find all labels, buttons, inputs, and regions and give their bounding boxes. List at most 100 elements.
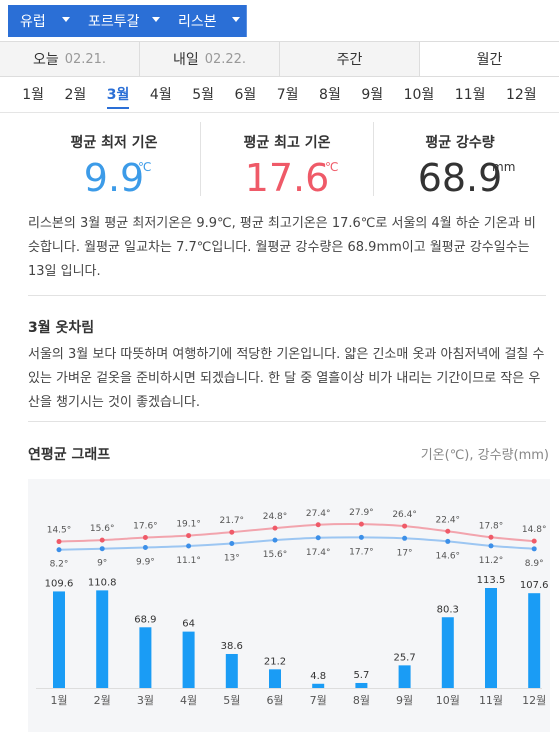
min-temp-label: 17.4° [306, 548, 331, 558]
max-temp-label: 22.4° [436, 515, 461, 525]
tab-weekly[interactable]: 주간 [280, 42, 420, 76]
month-tab-9[interactable]: 9월 [361, 86, 384, 103]
x-tick-label: 11월 [479, 694, 503, 707]
month-tab-4[interactable]: 4월 [149, 86, 172, 103]
month-tab-5[interactable]: 5월 [192, 86, 214, 103]
stat-label: 평균 강수량 [425, 135, 495, 151]
month-tab-6[interactable]: 6월 [234, 86, 257, 103]
graph-title: 연평균 그래프 [28, 447, 111, 463]
max-temp-point [229, 529, 235, 535]
min-temp-point [315, 535, 321, 541]
min-temp-point [56, 547, 62, 553]
month-tab-11[interactable]: 11월 [454, 86, 486, 103]
min-temp-point [402, 535, 408, 541]
precip-label: 68.9 [134, 614, 156, 625]
max-temp-label: 19.1° [176, 520, 201, 530]
precip-label: 21.2 [264, 656, 286, 667]
tab-label: 주간 [336, 52, 363, 68]
precip-bar [312, 683, 325, 688]
precip-label: 4.8 [310, 671, 326, 682]
precip-bar [225, 653, 238, 688]
max-temp-point [56, 539, 62, 545]
month-tab-12[interactable]: 12월 [505, 86, 537, 103]
tab-label: 월간 [476, 52, 503, 68]
precip-label: 80.3 [437, 604, 459, 615]
min-temp-point [531, 546, 537, 552]
x-tick-label: 6월 [266, 694, 283, 707]
precip-label: 113.5 [477, 575, 506, 586]
breadcrumb: 유럽 포르투갈 리스본 [0, 0, 559, 41]
min-temp-point [272, 537, 278, 543]
stat-avg-min-temp: 평균 최저 기온 9.9 ℃ [28, 122, 201, 200]
tab-date: 02.22. [204, 51, 247, 67]
min-temp-label: 11.2° [479, 556, 504, 566]
precip-bar [441, 617, 454, 688]
max-temp-label: 14.8° [522, 525, 547, 535]
tab-date: 02.21. [64, 51, 107, 67]
precip-bar [139, 627, 152, 688]
month-tab-10[interactable]: 10월 [403, 86, 435, 103]
max-temp-line [58, 523, 535, 543]
min-temp-label: 8.9° [525, 559, 544, 569]
stat-value: 17.6 [244, 156, 330, 200]
precip-label: 25.7 [393, 652, 415, 663]
min-temp-label: 17.7° [349, 547, 374, 557]
month-tab-1[interactable]: 1월 [22, 86, 45, 103]
precip-bar [96, 590, 109, 688]
min-temp-label: 17° [397, 548, 413, 558]
breadcrumb-item-country[interactable]: 포르투갈 [76, 5, 167, 37]
min-temp-point [99, 546, 105, 552]
breadcrumb-label: 리스본 [178, 14, 217, 30]
breadcrumb-label: 유럽 [20, 14, 46, 30]
breadcrumb-item-region[interactable]: 유럽 [8, 5, 77, 37]
annual-chart-svg: 14.5° 15.6° 17.6° 19.1° 21.7° 24.8° 27.4° 27.9°… [36, 508, 549, 707]
min-temp-point [445, 538, 451, 544]
month-tab-7[interactable]: 7월 [276, 86, 299, 103]
max-temp-label: 15.6° [90, 524, 115, 534]
max-temp-point [99, 537, 105, 543]
chevron-down-icon [232, 17, 240, 22]
month-description: 리스본의 3월 평균 최저기온은 9.9℃, 평균 최고기온은 17.6℃로 서… [28, 216, 536, 279]
precip-label: 38.6 [221, 641, 243, 652]
stat-value: 68.9 [417, 156, 503, 200]
tab-monthly[interactable]: 월간 [420, 42, 559, 76]
stat-unit: ℃ [138, 160, 152, 174]
precip-bar [528, 593, 541, 688]
x-tick-label: 2월 [94, 694, 111, 707]
precip-label: 5.7 [353, 670, 369, 681]
max-temp-point [531, 538, 537, 544]
outfit-title: 3월 옷차림 [28, 320, 95, 336]
breadcrumb-label: 포르투갈 [88, 14, 140, 30]
x-tick-label: 5월 [223, 694, 240, 707]
precip-bar [398, 665, 411, 688]
max-temp-point [402, 523, 408, 529]
precip-label: 107.6 [520, 580, 549, 591]
stat-label: 평균 최저 기온 [70, 135, 158, 151]
breadcrumb-item-city[interactable]: 리스본 [166, 5, 247, 37]
min-temp-line [58, 536, 535, 551]
max-temp-point [445, 528, 451, 534]
max-temp-label: 27.9° [349, 508, 374, 518]
max-temp-label: 17.8° [479, 521, 504, 531]
stat-avg-max-temp: 평균 최고 기온 17.6 ℃ [201, 122, 374, 200]
outfit-description: 서울의 3월 보다 따뜻하며 여행하기에 적당한 기온입니다. 얇은 긴소매 옷… [28, 347, 545, 410]
month-tab-3[interactable]: 3월 [106, 77, 129, 113]
tab-tomorrow[interactable]: 내일 02.22. [140, 42, 280, 76]
min-temp-point [488, 543, 494, 549]
tab-today[interactable]: 오늘 02.21. [0, 42, 140, 76]
max-temp-point [272, 525, 278, 531]
divider [28, 295, 546, 296]
precip-bar [182, 631, 195, 688]
stats-summary: 평균 최저 기온 9.9 ℃ 평균 최고 기온 17.6 ℃ 평균 강수량 68… [28, 122, 546, 200]
chevron-down-icon [62, 17, 70, 22]
x-tick-label: 8월 [353, 694, 370, 707]
precip-bar [53, 591, 65, 688]
min-temp-label: 8.2° [50, 560, 69, 570]
chevron-down-icon [152, 17, 160, 22]
max-temp-label: 14.5° [47, 526, 72, 536]
stat-unit: mm [492, 160, 516, 174]
month-tab-8[interactable]: 8월 [319, 86, 341, 103]
max-temp-label: 21.7° [220, 516, 245, 526]
x-tick-label: 7월 [310, 694, 327, 707]
month-tab-2[interactable]: 2월 [64, 86, 87, 103]
